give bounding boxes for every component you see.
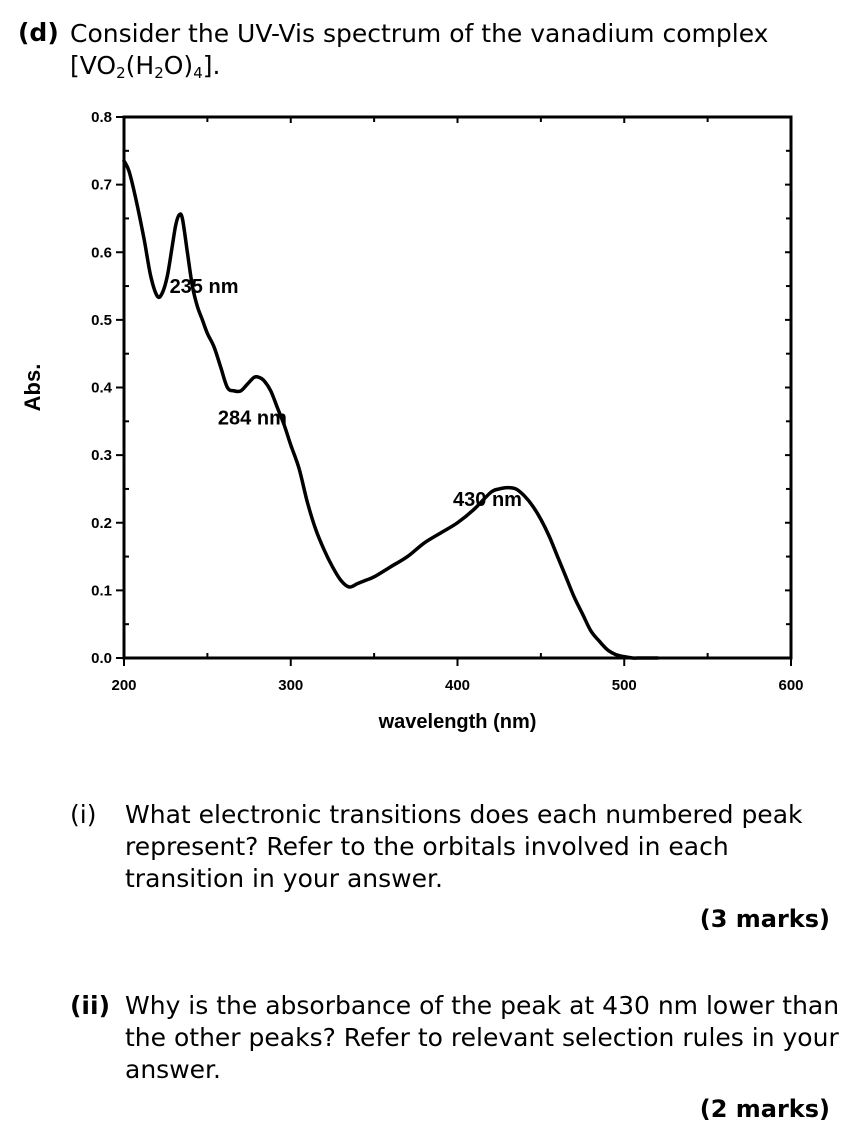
- y-axis-label: Abs.: [20, 364, 45, 412]
- x-tick-label: 600: [778, 677, 803, 694]
- y-tick-label: 0.3: [91, 447, 112, 464]
- sub-question-2-number: (ii): [70, 991, 110, 1020]
- peak-annotation-0: 235 nm: [170, 276, 239, 298]
- y-tick-label: 0.7: [91, 177, 112, 194]
- y-tick-label: 0.5: [91, 312, 112, 329]
- spectrum-line-0: [122, 159, 660, 660]
- series-layer: 235 nm 284 nm 430 nm: [122, 159, 660, 660]
- y-tick-label: 0.2: [91, 515, 112, 532]
- question-label: (d): [18, 18, 59, 47]
- y-tick-label: 0.4: [91, 380, 113, 397]
- y-tick-label: 0.1: [91, 582, 112, 599]
- x-tick-label: 200: [111, 677, 136, 694]
- uv-vis-spectrum-chart: 200 300 400 500 600 0.0 0.1 0.2 0.3 0.4 0.5 0.6 0.7 0…: [20, 109, 804, 733]
- y-tick-label: 0.0: [91, 650, 112, 667]
- x-axis-label: wavelength (nm): [378, 711, 537, 733]
- complex-formula: [VO2(H2O)4].: [70, 51, 221, 82]
- chart-labels: wavelength (nm) Abs.: [20, 364, 536, 733]
- peak-annotation-1: 284 nm: [218, 408, 287, 430]
- plot-frame: [122, 115, 793, 660]
- x-tick-label: 400: [445, 677, 470, 694]
- y-tick-label: 0.6: [91, 244, 112, 261]
- sub-question-2-marks: (2 marks): [699, 1095, 830, 1123]
- tick-marks: 200 300 400 500 600 0.0 0.1 0.2 0.3 0.4 0.5 0.6 0.7 0…: [91, 109, 803, 694]
- x-tick-label: 300: [278, 677, 303, 694]
- question-sentence: Consider the UV-Vis spectrum of the vana…: [70, 19, 769, 48]
- sub-question-1-text: What electronic transitions does each nu…: [125, 800, 803, 893]
- peak-annotation-2: 430 nm: [453, 489, 522, 511]
- x-tick-label: 500: [612, 677, 637, 694]
- axes: [122, 115, 793, 660]
- question-text: Consider the UV-Vis spectrum of the vana…: [70, 18, 768, 89]
- sub-question-2-text: Why is the absorbance of the peak at 430…: [125, 991, 840, 1084]
- sub-question-1-number: (i): [70, 800, 97, 829]
- sub-question-1-marks: (3 marks): [699, 905, 830, 933]
- y-tick-label: 0.8: [91, 109, 112, 126]
